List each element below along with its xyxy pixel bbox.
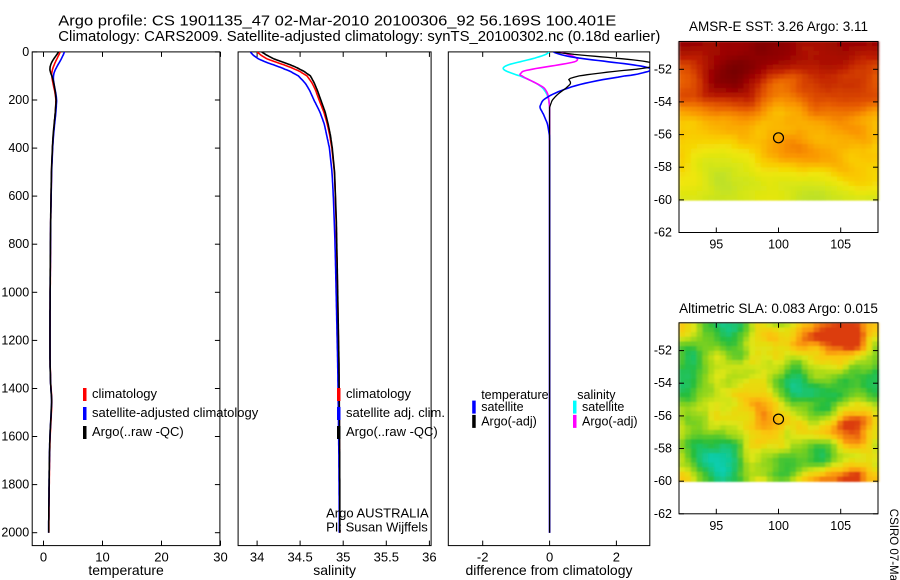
svg-text:1400: 1400 [1,382,29,396]
svg-text:35.5: 35.5 [374,550,399,565]
svg-text:-62: -62 [654,226,672,240]
svg-text:salinity: salinity [313,562,356,578]
svg-text:400: 400 [8,141,29,155]
svg-text:30: 30 [213,550,227,565]
svg-text:100: 100 [768,519,789,533]
svg-text:CSIRO 07-Mar-2010 10:31:28: CSIRO 07-Mar-2010 10:31:28 [887,509,899,580]
svg-text:36: 36 [422,550,436,565]
svg-text:-62: -62 [654,507,672,521]
svg-text:1800: 1800 [1,478,29,492]
svg-text:100: 100 [768,238,789,252]
svg-text:2000: 2000 [1,526,29,540]
svg-text:105: 105 [830,519,851,533]
svg-text:-60: -60 [654,474,672,488]
svg-text:satellite: satellite [481,400,523,414]
svg-text:Argo AUSTRALIA: Argo AUSTRALIA [326,505,429,520]
svg-text:0: 0 [40,550,47,565]
svg-text:Argo profile: CS 1901135_47 02: Argo profile: CS 1901135_47 02-Mar-2010 … [58,14,616,30]
svg-text:200: 200 [8,93,29,107]
svg-text:climatology: climatology [92,386,158,401]
svg-text:PI: Susan Wijffels: PI: Susan Wijffels [326,520,428,535]
svg-text:difference from climatology: difference from climatology [465,562,632,578]
svg-text:95: 95 [709,238,723,252]
svg-text:Argo(..raw -QC): Argo(..raw -QC) [346,424,438,439]
svg-text:climatology: climatology [346,386,412,401]
svg-text:temperature: temperature [88,562,164,578]
svg-text:AMSR-E SST: 3.26 Argo: 3.11: AMSR-E SST: 3.26 Argo: 3.11 [689,19,868,34]
svg-text:95: 95 [709,519,723,533]
svg-text:34.5: 34.5 [287,550,312,565]
svg-text:Altimetric SLA: 0.083 Argo: 0.: Altimetric SLA: 0.083 Argo: 0.015 [679,301,878,316]
svg-text:34: 34 [250,550,264,565]
svg-text:1200: 1200 [1,333,29,347]
svg-text:105: 105 [830,238,851,252]
svg-text:-54: -54 [654,95,672,109]
svg-text:-54: -54 [654,376,672,390]
svg-text:1600: 1600 [1,430,29,444]
svg-text:1000: 1000 [1,285,29,299]
svg-text:Argo(-adj): Argo(-adj) [481,414,537,428]
svg-text:-56: -56 [654,128,672,142]
svg-text:satellite-adjusted climatology: satellite-adjusted climatology [92,405,259,420]
svg-text:satellite: satellite [582,400,624,414]
svg-text:-58: -58 [654,160,672,174]
svg-text:-60: -60 [654,193,672,207]
svg-text:0: 0 [22,45,29,59]
svg-text:satellite adj. clim.: satellite adj. clim. [346,405,445,420]
svg-text:600: 600 [8,189,29,203]
svg-text:800: 800 [8,237,29,251]
svg-text:Climatology: CARS2009. Satelli: Climatology: CARS2009. Satellite-adjuste… [58,29,660,45]
svg-text:Argo(..raw -QC): Argo(..raw -QC) [92,424,184,439]
svg-text:-56: -56 [654,409,672,423]
svg-text:-52: -52 [654,62,672,76]
svg-text:-52: -52 [654,344,672,358]
svg-text:Argo(-adj): Argo(-adj) [582,414,638,428]
svg-text:-58: -58 [654,442,672,456]
